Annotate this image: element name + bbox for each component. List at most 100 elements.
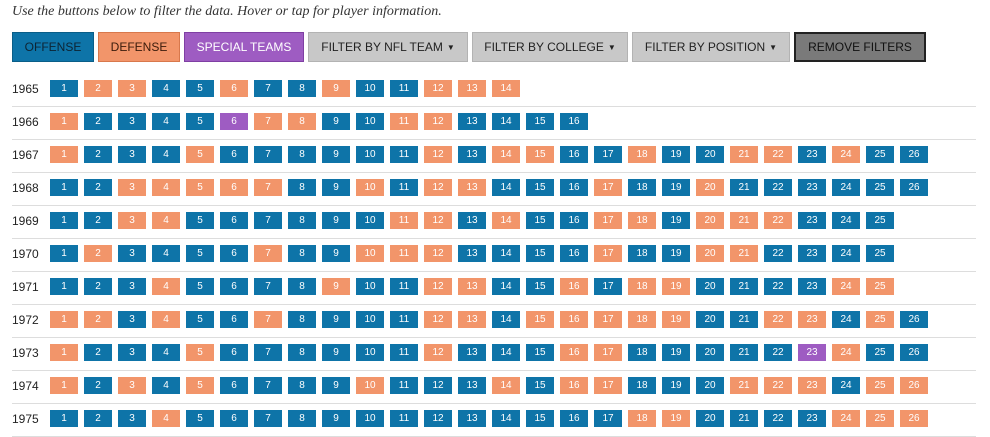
draft-pick-offense[interactable]: 7 [254,146,282,163]
draft-pick-offense[interactable]: 1 [50,245,78,262]
draft-pick-defense[interactable]: 18 [628,212,656,229]
draft-pick-defense[interactable]: 22 [764,377,792,394]
draft-pick-offense[interactable]: 5 [186,212,214,229]
draft-pick-offense[interactable]: 3 [118,146,146,163]
draft-pick-defense[interactable]: 17 [594,245,622,262]
draft-pick-defense[interactable]: 4 [152,212,180,229]
draft-pick-defense[interactable]: 12 [424,212,452,229]
draft-pick-offense[interactable]: 5 [186,80,214,97]
defense-button[interactable]: DEFENSE [98,32,180,62]
draft-pick-offense[interactable]: 20 [696,410,724,427]
draft-pick-offense[interactable]: 25 [866,344,894,361]
draft-pick-defense[interactable]: 1 [50,377,78,394]
draft-pick-offense[interactable]: 11 [390,377,418,394]
draft-pick-offense[interactable]: 22 [764,410,792,427]
draft-pick-offense[interactable]: 21 [730,344,758,361]
draft-pick-offense[interactable]: 10 [356,80,384,97]
draft-pick-offense[interactable]: 15 [526,410,554,427]
draft-pick-offense[interactable]: 5 [186,311,214,328]
draft-pick-defense[interactable]: 16 [560,311,588,328]
draft-pick-offense[interactable]: 19 [662,146,690,163]
draft-pick-defense[interactable]: 17 [594,212,622,229]
draft-pick-defense[interactable]: 2 [84,80,112,97]
draft-pick-offense[interactable]: 7 [254,80,282,97]
draft-pick-offense[interactable]: 8 [288,344,316,361]
draft-pick-offense[interactable]: 3 [118,344,146,361]
draft-pick-defense[interactable]: 1 [50,344,78,361]
draft-pick-offense[interactable]: 13 [458,377,486,394]
draft-pick-offense[interactable]: 2 [84,377,112,394]
draft-pick-offense[interactable]: 2 [84,212,112,229]
draft-pick-offense[interactable]: 8 [288,377,316,394]
draft-pick-offense[interactable]: 8 [288,179,316,196]
draft-pick-offense[interactable]: 24 [832,179,860,196]
draft-pick-offense[interactable]: 11 [390,410,418,427]
draft-pick-offense[interactable]: 13 [458,410,486,427]
draft-pick-defense[interactable]: 18 [628,410,656,427]
draft-pick-offense[interactable]: 16 [560,410,588,427]
draft-pick-defense[interactable]: 12 [424,113,452,130]
draft-pick-offense[interactable]: 3 [118,410,146,427]
draft-pick-defense[interactable]: 14 [492,212,520,229]
draft-pick-offense[interactable]: 8 [288,146,316,163]
draft-pick-offense[interactable]: 4 [152,245,180,262]
draft-pick-offense[interactable]: 9 [322,410,350,427]
draft-pick-offense[interactable]: 13 [458,344,486,361]
draft-pick-defense[interactable]: 21 [730,146,758,163]
draft-pick-offense[interactable]: 25 [866,212,894,229]
draft-pick-defense[interactable]: 1 [50,113,78,130]
draft-pick-offense[interactable]: 10 [356,311,384,328]
draft-pick-offense[interactable]: 24 [832,212,860,229]
draft-pick-offense[interactable]: 21 [730,410,758,427]
draft-pick-offense[interactable]: 17 [594,146,622,163]
draft-pick-defense[interactable]: 22 [764,212,792,229]
draft-pick-defense[interactable]: 21 [730,377,758,394]
draft-pick-offense[interactable]: 16 [560,179,588,196]
draft-pick-defense[interactable]: 14 [492,377,520,394]
draft-pick-offense[interactable]: 6 [220,344,248,361]
draft-pick-defense[interactable]: 17 [594,344,622,361]
draft-pick-defense[interactable]: 21 [730,245,758,262]
draft-pick-offense[interactable]: 8 [288,212,316,229]
draft-pick-defense[interactable]: 7 [254,113,282,130]
draft-pick-offense[interactable]: 6 [220,311,248,328]
draft-pick-offense[interactable]: 16 [560,113,588,130]
draft-pick-offense[interactable]: 4 [152,113,180,130]
draft-pick-offense[interactable]: 5 [186,278,214,295]
draft-pick-defense[interactable]: 25 [866,311,894,328]
draft-pick-defense[interactable]: 15 [526,146,554,163]
draft-pick-defense[interactable]: 22 [764,146,792,163]
draft-pick-offense[interactable]: 6 [220,278,248,295]
draft-pick-defense[interactable]: 2 [84,245,112,262]
draft-pick-offense[interactable]: 19 [662,377,690,394]
draft-pick-defense[interactable]: 23 [798,377,826,394]
draft-pick-offense[interactable]: 8 [288,410,316,427]
draft-pick-defense[interactable]: 12 [424,245,452,262]
draft-pick-offense[interactable]: 2 [84,344,112,361]
draft-pick-defense[interactable]: 16 [560,344,588,361]
draft-pick-defense[interactable]: 5 [186,377,214,394]
draft-pick-offense[interactable]: 1 [50,410,78,427]
draft-pick-offense[interactable]: 9 [322,146,350,163]
draft-pick-offense[interactable]: 14 [492,311,520,328]
draft-pick-defense[interactable]: 10 [356,245,384,262]
draft-pick-defense[interactable]: 16 [560,377,588,394]
draft-pick-defense[interactable]: 26 [900,410,928,427]
draft-pick-offense[interactable]: 7 [254,278,282,295]
draft-pick-defense[interactable]: 2 [84,311,112,328]
draft-pick-offense[interactable]: 15 [526,245,554,262]
draft-pick-offense[interactable]: 10 [356,344,384,361]
draft-pick-offense[interactable]: 13 [458,113,486,130]
draft-pick-defense[interactable]: 25 [866,377,894,394]
draft-pick-offense[interactable]: 10 [356,113,384,130]
draft-pick-defense[interactable]: 19 [662,278,690,295]
draft-pick-defense[interactable]: 19 [662,311,690,328]
draft-pick-offense[interactable]: 8 [288,278,316,295]
draft-pick-offense[interactable]: 6 [220,377,248,394]
draft-pick-offense[interactable]: 25 [866,245,894,262]
draft-pick-offense[interactable]: 24 [832,245,860,262]
draft-pick-offense[interactable]: 11 [390,179,418,196]
draft-pick-defense[interactable]: 5 [186,146,214,163]
draft-pick-defense[interactable]: 13 [458,80,486,97]
draft-pick-offense[interactable]: 2 [84,179,112,196]
